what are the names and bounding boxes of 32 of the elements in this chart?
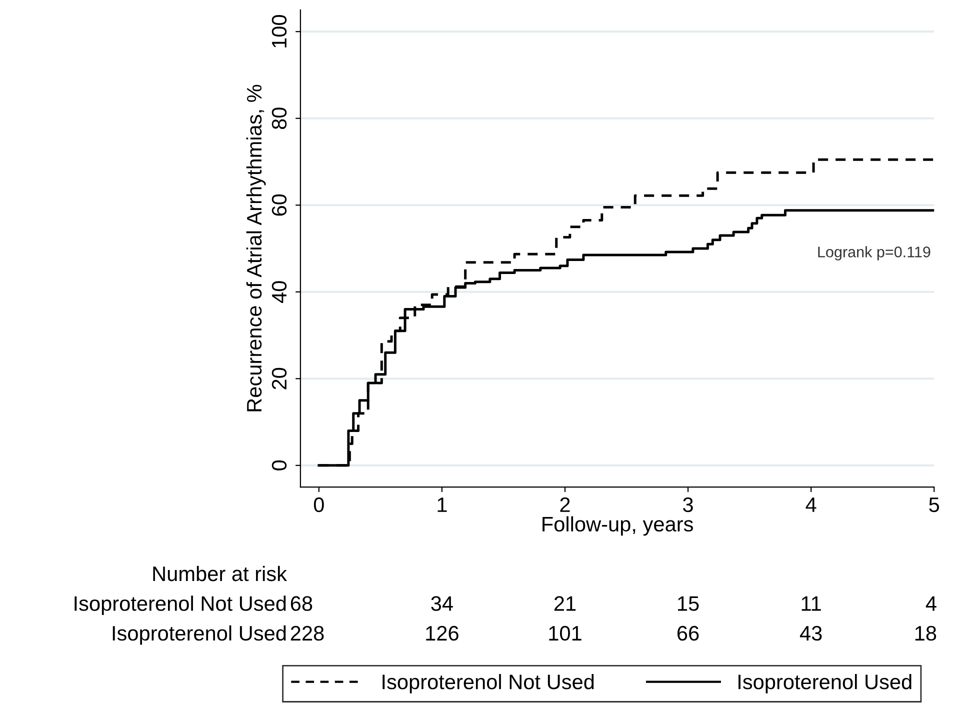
text: 21	[554, 596, 576, 611]
text: 66	[678, 626, 699, 641]
text: Number at risk	[153, 566, 288, 582]
x-tick-label: 3	[683, 497, 693, 512]
x-tick-label: 2	[560, 497, 570, 512]
annotation: Logrank p=0.119	[818, 246, 930, 260]
y-tick-label: 100	[272, 15, 287, 48]
x-axis-title: Follow-up, years	[542, 516, 693, 536]
y-tick-label: 80	[272, 108, 287, 130]
x-tick-label: 4	[806, 498, 816, 512]
text: 15	[678, 596, 699, 611]
text: 43	[800, 626, 822, 641]
text: 126	[426, 626, 458, 641]
legend-label: Isoproterenol Not Used	[382, 674, 594, 694]
text: 34	[431, 596, 453, 611]
text: 101	[549, 626, 582, 641]
y-tick-label: 0	[272, 460, 287, 470]
text: 18	[915, 626, 936, 641]
text: 4	[926, 596, 936, 611]
text: Isoproterenol Not Used	[74, 596, 286, 616]
text: 11	[802, 596, 821, 611]
y-tick-label: 20	[272, 368, 287, 390]
x-tick-label: 5	[929, 498, 940, 512]
text: 68	[290, 596, 312, 611]
legend-label: Isoproterenol Used	[738, 674, 912, 694]
y-tick-label: 60	[272, 194, 287, 216]
x-tick-label: 1	[438, 498, 447, 512]
text: 228	[290, 626, 324, 641]
x-tick-label: 0	[314, 497, 324, 512]
text: Isoproterenol Used	[112, 625, 286, 645]
y-tick-label: 40	[272, 281, 287, 303]
y-axis-title: Recurrence of Atrial Arrhythmias, %	[246, 84, 266, 412]
